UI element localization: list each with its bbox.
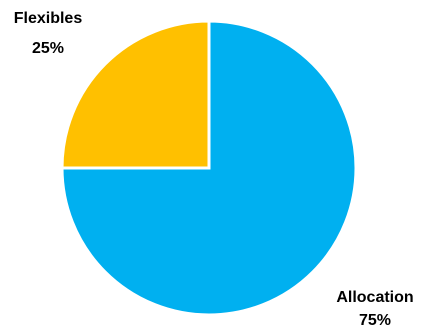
label-allocation-name: Allocation (336, 289, 413, 306)
label-allocation: Allocation 75% (336, 289, 413, 329)
label-flexibles: Flexibles 25% (14, 10, 83, 57)
label-flexibles-name: Flexibles (14, 10, 83, 27)
label-flexibles-percent: 25% (32, 40, 64, 57)
pie-slice-flexibles (60, 19, 211, 170)
pie-slices (60, 19, 358, 317)
label-allocation-percent: 75% (359, 312, 391, 329)
